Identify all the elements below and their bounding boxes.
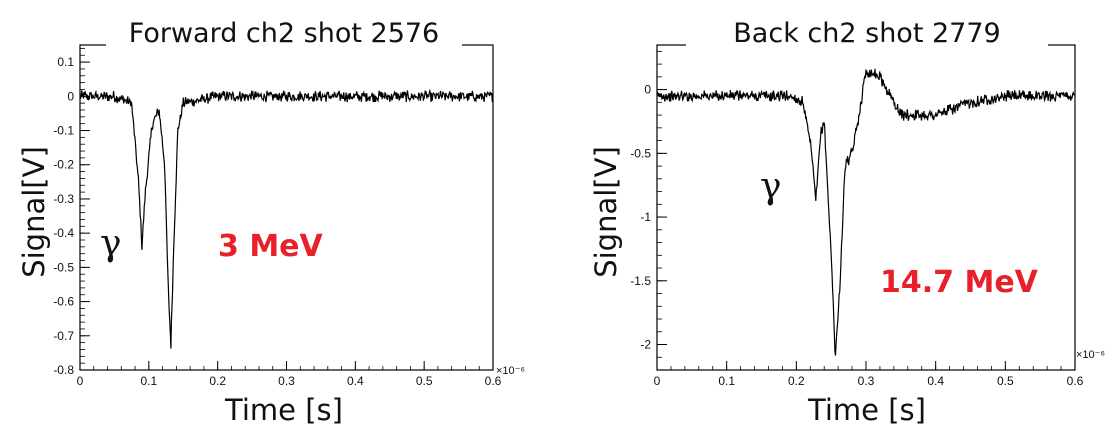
chart-back: Back ch2 shot 2779 0 0.1 0.2 0.3 0.4 0.5 0.6 0 -… <box>589 14 1105 427</box>
y-tick-label: -0.7 <box>53 329 74 343</box>
energy-annotation: 3 MeV <box>218 229 324 264</box>
x-tick-label: 0 <box>654 374 661 388</box>
y-tick-label: -0.2 <box>53 158 74 172</box>
y-axis-label: Signal[V] <box>589 146 623 278</box>
axis-ticks: 0 0.1 0.2 0.3 0.4 0.5 0.6 0.1 0 -0.1 -0.2 -0.3 -0.4 -… <box>53 48 502 388</box>
y-tick-label: -2 <box>640 338 651 352</box>
y-tick-label: -1.5 <box>630 274 651 288</box>
x-tick-label: 0.2 <box>209 374 226 388</box>
y-tick-label: -0.6 <box>53 295 74 309</box>
y-tick-label: -0.8 <box>53 363 74 377</box>
plot-frame <box>656 44 1076 371</box>
x-tick-label: 0.2 <box>788 374 805 388</box>
x-exponent-label: ×10⁻⁶ <box>1076 349 1105 361</box>
chart-forward: Forward ch2 shot 2576 0 0.1 0.2 0.3 0.4 0.5 0.… <box>17 18 525 427</box>
y-tick-label: -0.4 <box>53 226 74 240</box>
x-tick-label: 0.1 <box>718 374 735 388</box>
y-tick-label: -0.1 <box>53 124 74 138</box>
x-tick-label: 0 <box>77 374 84 388</box>
axis-ticks: 0 0.1 0.2 0.3 0.4 0.5 0.6 0 -0.5 -1 -1.5 -2 <box>630 50 1084 388</box>
y-tick-label: -0.5 <box>53 260 74 274</box>
x-tick-label: 0.5 <box>416 374 433 388</box>
x-tick-label: 0.4 <box>347 374 364 388</box>
x-exponent-label: ×10⁻⁶ <box>496 365 525 377</box>
signal-trace <box>656 68 1076 356</box>
signal-line <box>79 88 494 349</box>
y-tick-label: -0.3 <box>53 192 74 206</box>
gamma-label: γ <box>760 166 782 207</box>
x-tick-label: 0.3 <box>858 374 875 388</box>
x-tick-label: 0.4 <box>927 374 944 388</box>
y-tick-label: -0.5 <box>630 146 651 160</box>
x-tick-label: 0.5 <box>997 374 1014 388</box>
chart-title: Forward ch2 shot 2576 <box>129 18 439 49</box>
y-tick-label: 0 <box>644 83 651 97</box>
y-tick-label: -1 <box>640 210 651 224</box>
x-tick-label: 0.6 <box>485 374 502 388</box>
signal-trace <box>79 88 494 349</box>
x-tick-label: 0.6 <box>1067 374 1084 388</box>
gamma-label: γ <box>100 223 122 264</box>
y-tick-label: 0.1 <box>57 55 74 69</box>
x-tick-label: 0.3 <box>278 374 295 388</box>
y-tick-label: 0 <box>67 89 74 103</box>
x-tick-label: 0.1 <box>140 374 157 388</box>
title-box <box>686 14 1048 60</box>
chart-title: Back ch2 shot 2779 <box>733 18 1000 49</box>
x-axis-label: Time [s] <box>224 393 343 427</box>
signal-line <box>656 68 1076 356</box>
energy-annotation: 14.7 MeV <box>880 265 1039 300</box>
title-box <box>106 28 462 68</box>
y-axis-label: Signal[V] <box>17 146 51 278</box>
x-axis-label: Time [s] <box>807 393 926 427</box>
